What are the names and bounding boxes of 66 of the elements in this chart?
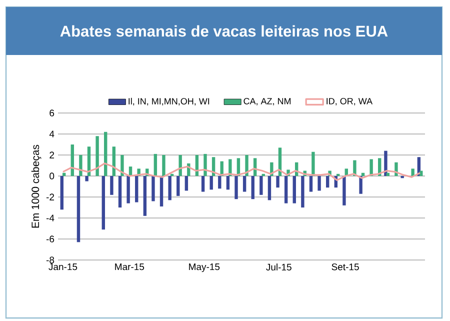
bar <box>284 176 288 204</box>
y-tick-label: 4 <box>49 130 54 138</box>
legend-label: CA, AZ, NM <box>244 98 291 106</box>
bar <box>242 176 246 192</box>
bar <box>126 176 130 204</box>
bar <box>60 176 64 210</box>
y-tick-label: 2 <box>50 152 54 158</box>
legend-label: ID, OR, WA <box>326 98 373 106</box>
chart-title: Abates semanais de vacas leiteiras nos EUA <box>60 25 388 37</box>
bar <box>309 176 313 192</box>
bar <box>76 176 80 242</box>
bar <box>245 155 248 176</box>
bar <box>62 172 66 176</box>
bar <box>176 176 180 196</box>
bar <box>210 176 213 190</box>
bar <box>201 176 205 192</box>
legend-label: Il, IN, MI,MN,OH, WI <box>128 98 210 106</box>
x-tick-label: Jul-15 <box>266 264 292 270</box>
bar <box>234 176 238 200</box>
bar <box>386 172 390 176</box>
bar <box>218 176 222 189</box>
bar <box>292 176 296 204</box>
line-series <box>62 162 421 181</box>
bar <box>228 159 232 176</box>
bar <box>110 176 114 195</box>
y-tick-label: -4 <box>46 214 54 222</box>
y-tick-label: -8 <box>46 256 54 264</box>
x-tick-label: Jan-15 <box>48 264 78 270</box>
bar <box>102 176 106 230</box>
bar <box>226 176 230 190</box>
bar <box>135 176 138 202</box>
bar <box>152 176 155 202</box>
bar <box>411 168 414 176</box>
x-tick-label: Mar-15 <box>115 264 144 270</box>
bar <box>143 176 147 216</box>
bar <box>168 176 172 200</box>
bar <box>118 176 122 208</box>
bar <box>154 154 158 176</box>
y-axis-title: Em 1000 cabeças <box>31 144 42 228</box>
bar <box>318 176 321 191</box>
bar <box>326 176 330 188</box>
bar <box>251 176 254 200</box>
bar <box>342 176 346 206</box>
bar <box>85 176 88 182</box>
bar <box>268 176 272 200</box>
y-tick-label: -2 <box>46 194 54 200</box>
bar <box>301 176 304 208</box>
x-tick-label: Set-15 <box>332 264 359 270</box>
y-tick-label: 6 <box>50 110 54 116</box>
bar <box>162 155 166 176</box>
y-tick-label: 0 <box>50 172 54 180</box>
bar <box>184 176 188 191</box>
bar <box>178 155 182 176</box>
bar <box>120 155 124 176</box>
bar <box>260 176 263 195</box>
bar <box>79 155 82 176</box>
bar <box>370 159 373 176</box>
bar <box>276 176 280 188</box>
bar <box>359 176 362 194</box>
x-tick-label: May-15 <box>189 264 220 272</box>
bar <box>312 152 315 176</box>
bar <box>361 172 365 176</box>
y-tick-label: -6 <box>46 236 54 242</box>
bar <box>204 154 207 176</box>
bar <box>104 132 108 176</box>
bar <box>96 136 99 176</box>
